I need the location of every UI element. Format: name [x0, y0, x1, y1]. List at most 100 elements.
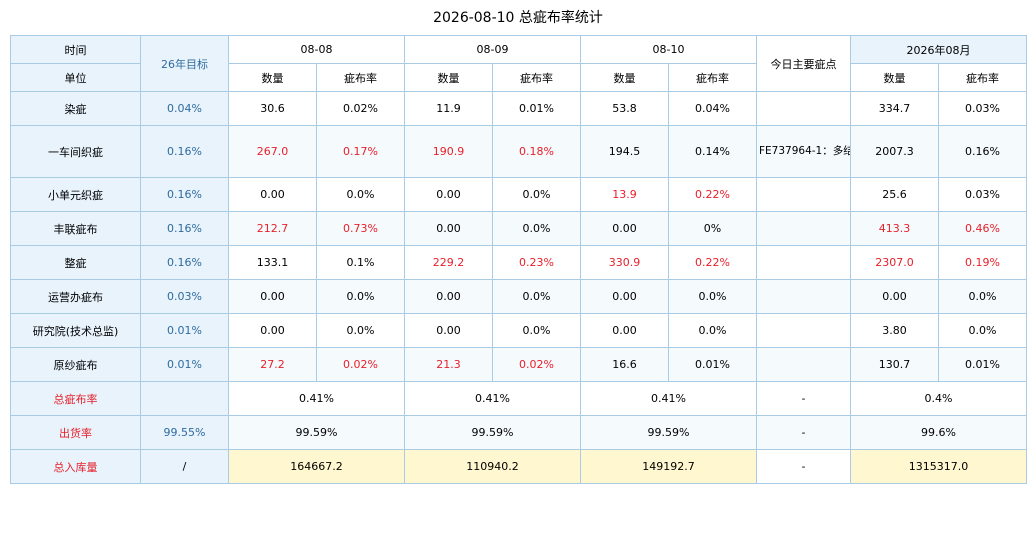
row-d2-qty-cell: 0.00 [404, 279, 493, 314]
summary-month-cell: 1315317.0 [850, 449, 1027, 484]
row-m-rate-cell: 0.16% [938, 125, 1027, 178]
summary-date-2-cell: 110940.2 [404, 449, 581, 484]
row-d3-rate-cell: 0.0% [668, 313, 757, 348]
row-d3-qty-cell: 194.5 [580, 125, 669, 178]
header-rate: 疵布率 [938, 63, 1027, 92]
table-row: 一车间织疵 0.16% 267.0 0.17% 190.9 0.18% 194.5 0.14%… [10, 125, 1027, 178]
summary-row: 总入库量/164667.2 110940.2 149192.7-1315317.0 [10, 449, 1027, 484]
header-qty: 数量 [850, 63, 939, 92]
row-d1-qty-cell: 212.7 [228, 211, 317, 246]
row-target-cell: 0.03% [140, 279, 229, 314]
row-d3-rate-cell: 0.14% [668, 125, 757, 178]
row-d2-qty-cell: 0.00 [404, 313, 493, 348]
header-main-defect-cell: 今日主要疵点 [756, 35, 851, 92]
header-time-cell: 时间 [10, 35, 141, 64]
table-row: 原纱疵布 0.01% 27.2 0.02% 21.3 0.02% 16.6 0.01% 130.… [10, 347, 1027, 382]
summary-date-3-cell: 149192.7 [580, 449, 757, 484]
row-note-cell: FE737964-1：多结7.8/ 双纬2.4/ 松经严重(死）35.8/ 修痕… [756, 125, 851, 178]
header-date-3: 08-10 [580, 35, 757, 64]
summary-row: 总疵布率 0.41% 0.41% 0.41% -0.4% [10, 381, 1027, 416]
summary-date-2-cell: 0.41% [404, 381, 581, 416]
row-d2-rate-cell: 0.01% [492, 91, 581, 126]
row-unit-cell: 一车间织疵 [10, 125, 141, 178]
row-d2-rate-cell: 0.23% [492, 245, 581, 280]
row-target-cell: 0.01% [140, 347, 229, 382]
row-d2-qty-cell: 190.9 [404, 125, 493, 178]
summary-target-cell: / [140, 449, 229, 484]
row-m-rate-cell: 0.0% [938, 313, 1027, 348]
row-d3-qty-cell: 0.00 [580, 211, 669, 246]
row-d2-qty-cell: 0.00 [404, 211, 493, 246]
row-note-cell [756, 177, 851, 212]
row-d2-qty-cell: 11.9 [404, 91, 493, 126]
row-d1-rate-cell: 0.02% [316, 347, 405, 382]
row-d2-rate-cell: 0.0% [492, 279, 581, 314]
row-d3-qty-cell: 16.6 [580, 347, 669, 382]
table-row: 丰联疵布 0.16% 212.7 0.73% 0.00 0.0% 0.00 0% 413.3 0.… [10, 211, 1027, 246]
row-m-rate-cell: 0.19% [938, 245, 1027, 280]
row-d3-qty-cell: 0.00 [580, 313, 669, 348]
header-date-2: 08-09 [404, 35, 581, 64]
row-d1-rate-cell: 0.0% [316, 313, 405, 348]
row-d1-rate-cell: 0.0% [316, 279, 405, 314]
summary-date-1-cell: 99.59% [228, 415, 405, 450]
row-m-qty-cell: 25.6 [850, 177, 939, 212]
row-d2-qty-cell: 21.3 [404, 347, 493, 382]
summary-date-2-cell: 99.59% [404, 415, 581, 450]
row-d1-rate-cell: 0.02% [316, 91, 405, 126]
row-unit-cell: 小单元织疵 [10, 177, 141, 212]
row-unit-cell: 染疵 [10, 91, 141, 126]
summary-target-cell [140, 381, 229, 416]
row-unit-cell: 整疵 [10, 245, 141, 280]
row-d2-qty-cell: 229.2 [404, 245, 493, 280]
row-target-cell: 0.01% [140, 313, 229, 348]
summary-date-3-cell: 0.41% [580, 381, 757, 416]
summary-note-cell: - [756, 415, 851, 450]
header-qty: 数量 [580, 63, 669, 92]
table-row: 小单元织疵 0.16% 0.00 0.0% 0.00 0.0% 13.9 0.22% 25.6 0… [10, 177, 1027, 212]
row-m-qty-cell: 413.3 [850, 211, 939, 246]
row-m-rate-cell: 0.0% [938, 279, 1027, 314]
row-note-cell [756, 91, 851, 126]
summary-month-cell: 0.4% [850, 381, 1027, 416]
row-d1-qty-cell: 133.1 [228, 245, 317, 280]
row-d2-rate-cell: 0.0% [492, 313, 581, 348]
row-d2-qty-cell: 0.00 [404, 177, 493, 212]
row-d3-qty-cell: 53.8 [580, 91, 669, 126]
row-d1-rate-cell: 0.1% [316, 245, 405, 280]
header-rate: 疵布率 [492, 63, 581, 92]
row-unit-cell: 运营办疵布 [10, 279, 141, 314]
summary-date-1-cell: 0.41% [228, 381, 405, 416]
header-row-metrics: 单位 数量 疵布率 数量 疵布率 数量 疵布率 数量 疵布率 [10, 63, 1027, 92]
row-m-qty-cell: 2307.0 [850, 245, 939, 280]
row-d3-qty-cell: 0.00 [580, 279, 669, 314]
row-d2-rate-cell: 0.18% [492, 125, 581, 178]
row-m-rate-cell: 0.01% [938, 347, 1027, 382]
summary-date-3-cell: 99.59% [580, 415, 757, 450]
row-note-cell [756, 313, 851, 348]
row-d2-rate-cell: 0.0% [492, 211, 581, 246]
summary-label-cell: 总疵布率 [10, 381, 141, 416]
row-d3-rate-cell: 0% [668, 211, 757, 246]
summary-label-cell: 总入库量 [10, 449, 141, 484]
row-m-qty-cell: 130.7 [850, 347, 939, 382]
row-note-cell [756, 279, 851, 314]
summary-note-cell: - [756, 381, 851, 416]
page-title: 2026-08-10 总疵布率统计 [433, 10, 603, 26]
header-row-dates: 时间 26年目标 08-08 08-09 08-10 今日主要疵点 2026年0… [10, 35, 1027, 92]
row-m-rate-cell: 0.46% [938, 211, 1027, 246]
row-m-qty-cell: 0.00 [850, 279, 939, 314]
header-rate: 疵布率 [668, 63, 757, 92]
row-d1-rate-cell: 0.73% [316, 211, 405, 246]
header-unit-cell: 单位 [10, 63, 141, 92]
summary-row: 出货率 99.55% 99.59% 99.59% 99.59% -99.6% [10, 415, 1027, 450]
row-unit-cell: 丰联疵布 [10, 211, 141, 246]
row-unit-cell: 原纱疵布 [10, 347, 141, 382]
row-d1-rate-cell: 0.17% [316, 125, 405, 178]
header-rate: 疵布率 [316, 63, 405, 92]
table-row: 染疵 0.04% 30.6 0.02% 11.9 0.01% 53.8 0.04% 334.7 0… [10, 91, 1027, 126]
row-d3-rate-cell: 0.22% [668, 245, 757, 280]
row-m-rate-cell: 0.03% [938, 91, 1027, 126]
header-target-cell: 26年目标 [140, 35, 229, 92]
row-d2-rate-cell: 0.02% [492, 347, 581, 382]
